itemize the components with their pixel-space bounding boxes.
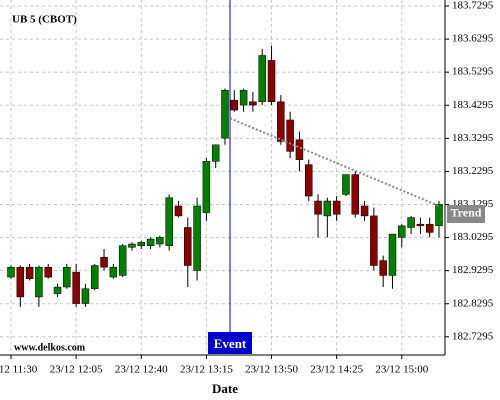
candle-body	[249, 101, 257, 106]
y-tick-label: 182.8295	[452, 297, 494, 309]
candle-body	[156, 237, 164, 245]
x-tick-label: 23/12 12:40	[115, 364, 168, 376]
x-tick-label: 23/12 13:50	[245, 364, 298, 376]
candle-body	[81, 288, 90, 304]
plot-area	[0, 0, 445, 355]
event-label: Event	[214, 336, 247, 351]
candle-body	[314, 200, 322, 215]
y-tick-label: 183.2295	[452, 165, 494, 177]
candle-body	[230, 99, 239, 111]
trend-line	[229, 117, 440, 207]
candle-body	[323, 200, 332, 217]
x-axis-label: Date	[212, 381, 238, 396]
y-tick-label: 183.4295	[452, 99, 494, 111]
candle-body	[44, 266, 52, 278]
x-tick-label: 23/12 15:00	[375, 364, 428, 376]
candle-body	[25, 266, 34, 280]
candle-body	[258, 55, 266, 103]
candle-body	[277, 101, 285, 142]
x-tick-label: 23/12 11:30	[0, 364, 38, 376]
candle-body	[174, 205, 183, 217]
candle-body	[304, 164, 313, 197]
candle-body	[351, 174, 360, 215]
candle-body	[63, 266, 71, 288]
event-label-box	[208, 332, 252, 354]
marks: Event	[7, 0, 443, 354]
candle-body	[379, 260, 387, 276]
candle-body	[286, 119, 294, 152]
trend-label: Trend	[451, 206, 482, 220]
x-tick-label: 23/12 13:15	[180, 364, 233, 376]
candle-body	[146, 238, 155, 246]
candle-body	[35, 266, 43, 298]
candle-body	[267, 60, 276, 103]
candle-body	[407, 217, 415, 228]
candle-body	[193, 205, 201, 271]
candle-body	[137, 242, 146, 246]
y-tick-label: 183.6295	[452, 33, 494, 45]
trend-label-box	[447, 204, 485, 223]
candle-body	[332, 200, 341, 215]
y-tick-label: 183.7295	[452, 0, 494, 12]
x-tick-label: 23/12 12:05	[50, 364, 103, 376]
candle-body	[435, 204, 443, 227]
y-tick-label: 183.0295	[452, 231, 494, 243]
candle-body	[202, 161, 211, 213]
y-tick-label: 183.3295	[452, 132, 494, 144]
candle-body	[342, 174, 350, 195]
candle-body	[100, 257, 108, 268]
candle-body	[128, 243, 136, 248]
candle-body	[425, 223, 434, 233]
candle-body	[7, 266, 15, 278]
candle-body	[118, 245, 127, 276]
y-tick-label: 183.5295	[452, 66, 494, 78]
y-tick-label: 182.7295	[452, 330, 494, 342]
candle-body	[109, 266, 118, 278]
x-tick-label: 23/12 14:25	[310, 364, 363, 376]
candle-body	[90, 265, 99, 289]
chart-title: UB 5 (CBOT)	[12, 14, 77, 26]
candle-body	[16, 266, 25, 298]
candle-body	[295, 139, 304, 160]
watermark: www.delkos.com	[14, 342, 86, 353]
candle-body	[398, 225, 406, 238]
candle-body	[360, 205, 369, 217]
candle-body	[72, 271, 80, 304]
candle-body	[165, 197, 173, 246]
candle-body	[388, 233, 397, 276]
candle-body	[211, 144, 220, 162]
candle-body	[53, 286, 62, 294]
candle-body	[416, 223, 425, 227]
candle-body	[239, 89, 248, 106]
candle-body	[221, 89, 229, 139]
candle-body	[184, 227, 192, 266]
y-tick-label: 182.9295	[452, 264, 494, 276]
candle-body	[370, 215, 378, 266]
